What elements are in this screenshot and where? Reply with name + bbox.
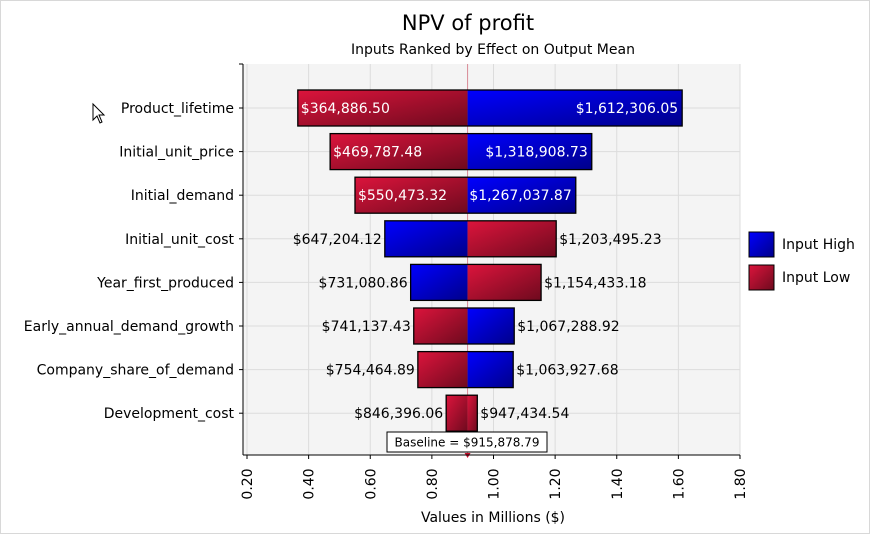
- y-tick-label: Company_share_of_demand: [37, 363, 234, 379]
- bar-low-segment: [467, 264, 542, 301]
- x-tick-label: 1.40: [610, 468, 626, 499]
- x-tick-label: 1.60: [671, 468, 687, 499]
- bar-outline: [329, 132, 593, 171]
- bar-right-label: $1,267,037.87: [469, 188, 571, 204]
- y-tick-label: Early_annual_demand_growth: [24, 319, 234, 335]
- legend-swatch: [748, 264, 775, 291]
- bar-low-segment: [467, 395, 478, 432]
- x-tick-label: 0.40: [302, 468, 318, 499]
- bar-high-segment: [467, 90, 683, 126]
- bar-right-label: $1,612,306.05: [576, 101, 678, 117]
- bar-outline: [409, 263, 542, 302]
- bar-low-segment: [330, 133, 468, 170]
- bar-low-segment: [354, 177, 468, 214]
- bar-right-label: $1,203,495.23: [559, 232, 661, 248]
- bar-high-segment: [467, 351, 514, 388]
- baseline-label: Baseline = $915,878.79: [395, 436, 540, 450]
- legend-swatch: [748, 231, 775, 258]
- bar-low-segment: [297, 90, 468, 126]
- x-tick-label: 1.80: [733, 468, 749, 499]
- bar-low-segment: [467, 220, 557, 257]
- x-tick-label: 0.80: [425, 468, 441, 499]
- x-tick-label: 1.00: [487, 468, 503, 499]
- baseline-box: [386, 431, 548, 453]
- legend-label: Input High: [782, 237, 855, 253]
- bar-right-label: $1,318,908.73: [485, 145, 587, 161]
- chart-title: NPV of profit: [402, 11, 534, 35]
- bar-right-label: $1,063,927.68: [516, 363, 618, 379]
- y-tick-label: Initial_unit_price: [119, 145, 234, 161]
- bar-left-label: $550,473.32: [358, 188, 447, 204]
- y-tick-label: Development_cost: [104, 406, 235, 422]
- bar-outline: [354, 176, 577, 214]
- bar-left-label: $731,080.86: [319, 275, 408, 291]
- y-tick-label: Initial_demand: [131, 188, 234, 204]
- bar-outline: [445, 394, 478, 432]
- bar-high-segment: [467, 177, 576, 214]
- x-tick-label: 1.20: [548, 468, 564, 499]
- x-tick-label: 0.60: [363, 468, 379, 499]
- bar-high-segment: [467, 133, 592, 170]
- y-tick-label: Initial_unit_cost: [125, 232, 234, 248]
- bar-low-segment: [417, 351, 468, 388]
- y-tick-label: Product_lifetime: [121, 101, 234, 117]
- bar-outline: [384, 220, 557, 258]
- bar-low-segment: [446, 395, 468, 432]
- bar-left-label: $469,787.48: [333, 145, 422, 161]
- bar-left-label: $364,886.50: [301, 101, 390, 117]
- chart-subtitle: Inputs Ranked by Effect on Output Mean: [351, 42, 635, 58]
- bar-right-label: $1,067,288.92: [517, 319, 619, 335]
- bar-left-label: $741,137.43: [322, 319, 411, 335]
- bar-left-label: $754,464.89: [326, 363, 415, 379]
- bar-right-label: $947,434.54: [480, 406, 569, 422]
- y-tick-label: Year_first_produced: [96, 275, 234, 291]
- bar-high-segment: [467, 308, 515, 344]
- bar-low-segment: [413, 308, 468, 344]
- bar-left-label: $647,204.12: [293, 232, 382, 248]
- bar-high-segment: [410, 264, 468, 301]
- bar-high-segment: [384, 220, 468, 257]
- mouse-cursor-icon: [92, 102, 106, 124]
- bar-outline: [417, 350, 514, 389]
- bar-left-label: $846,396.06: [354, 406, 443, 422]
- x-axis-label: Values in Millions ($): [421, 510, 565, 526]
- plot-area: [243, 64, 740, 455]
- legend-label: Input Low: [782, 270, 850, 286]
- x-tick-label: 0.20: [240, 468, 256, 499]
- bar-outline: [413, 307, 515, 345]
- bar-outline: [297, 89, 683, 127]
- bar-right-label: $1,154,433.18: [544, 275, 646, 291]
